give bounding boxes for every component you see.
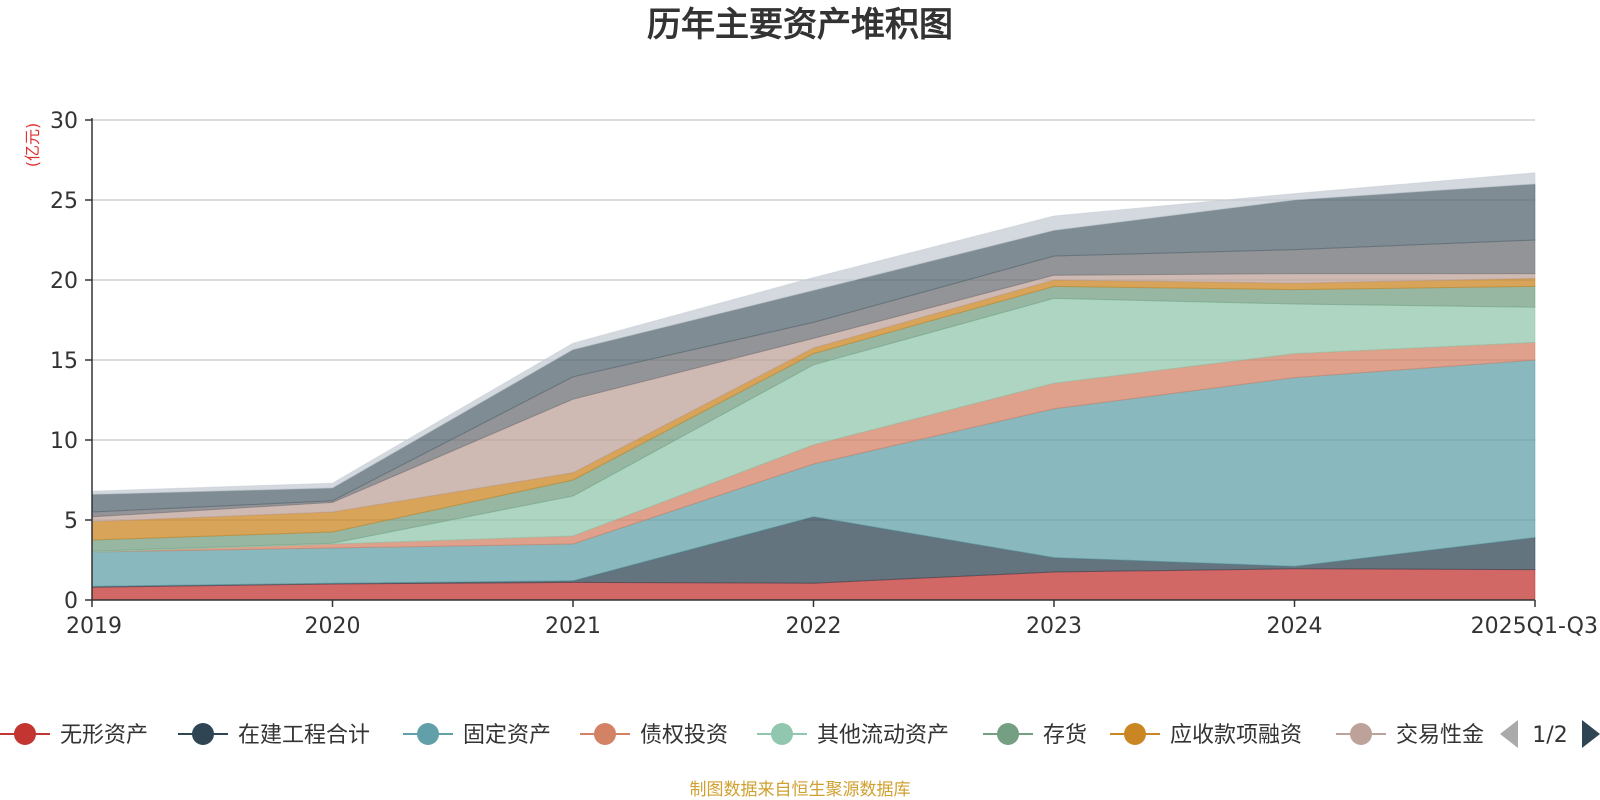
legend-marker bbox=[594, 723, 616, 745]
legend-marker bbox=[192, 723, 214, 745]
legend-label: 其他流动资产 bbox=[817, 723, 949, 748]
legend-marker bbox=[14, 723, 36, 745]
x-tick-label: 2020 bbox=[305, 614, 361, 639]
legend-label: 交易性金 bbox=[1396, 723, 1484, 748]
legend-label: 无形资产 bbox=[60, 723, 148, 748]
y-tick-label: 30 bbox=[50, 109, 78, 134]
legend-marker bbox=[1350, 723, 1372, 745]
legend-item: 交易性金 bbox=[1336, 723, 1484, 748]
legend-label: 债权投资 bbox=[640, 723, 728, 748]
y-tick-label: 0 bbox=[64, 589, 78, 614]
y-tick-label: 15 bbox=[50, 349, 78, 374]
legend-item: 其他流动资产 bbox=[757, 723, 949, 748]
legend-marker bbox=[771, 723, 793, 745]
prev-page-icon[interactable] bbox=[1500, 720, 1518, 748]
x-tick-label: 2024 bbox=[1267, 614, 1323, 639]
legend-item: 债权投资 bbox=[580, 723, 728, 748]
x-tick-label: 2019 bbox=[66, 614, 122, 639]
x-tick-label: 2025Q1-Q3 bbox=[1471, 614, 1598, 639]
y-tick-label: 25 bbox=[50, 189, 78, 214]
area-11 bbox=[91, 172, 1536, 495]
chart-title: 历年主要资产堆积图 bbox=[647, 5, 953, 45]
legend-item: 在建工程合计 bbox=[178, 723, 370, 748]
legend-item: 存货 bbox=[983, 723, 1087, 748]
legend-page-indicator: 1/2 bbox=[1532, 723, 1567, 748]
legend-label: 固定资产 bbox=[463, 723, 551, 748]
legend: 无形资产 在建工程合计 固定资产 债权投资 其他流动资产 存货 应收款项融资 交易性金 1/2 bbox=[0, 720, 1600, 748]
axes: 0 5 10 15 20 25 30 2019 2020 2021 2022 2023 2024 2025… bbox=[50, 109, 1598, 639]
next-page-icon[interactable] bbox=[1582, 720, 1600, 748]
x-tick-label: 2021 bbox=[545, 614, 601, 639]
legend-marker bbox=[1124, 723, 1146, 745]
x-tick-label: 2023 bbox=[1026, 614, 1082, 639]
source-note: 制图数据来自恒生聚源数据库 bbox=[690, 780, 911, 800]
area-series bbox=[91, 172, 1536, 601]
legend-pager: 1/2 bbox=[1500, 720, 1600, 748]
x-tick-label: 2022 bbox=[786, 614, 842, 639]
y-tick-label: 20 bbox=[50, 269, 78, 294]
legend-item: 应收款项融资 bbox=[1110, 723, 1302, 748]
legend-marker bbox=[417, 723, 439, 745]
y-axis-unit: (亿元) bbox=[23, 123, 42, 168]
legend-label: 在建工程合计 bbox=[238, 723, 370, 748]
legend-marker bbox=[997, 723, 1019, 745]
legend-label: 存货 bbox=[1043, 723, 1087, 748]
y-tick-label: 10 bbox=[50, 429, 78, 454]
legend-label: 应收款项融资 bbox=[1170, 723, 1302, 748]
legend-item: 无形资产 bbox=[0, 723, 148, 748]
y-tick-label: 5 bbox=[64, 509, 78, 534]
legend-item: 固定资产 bbox=[403, 723, 551, 748]
